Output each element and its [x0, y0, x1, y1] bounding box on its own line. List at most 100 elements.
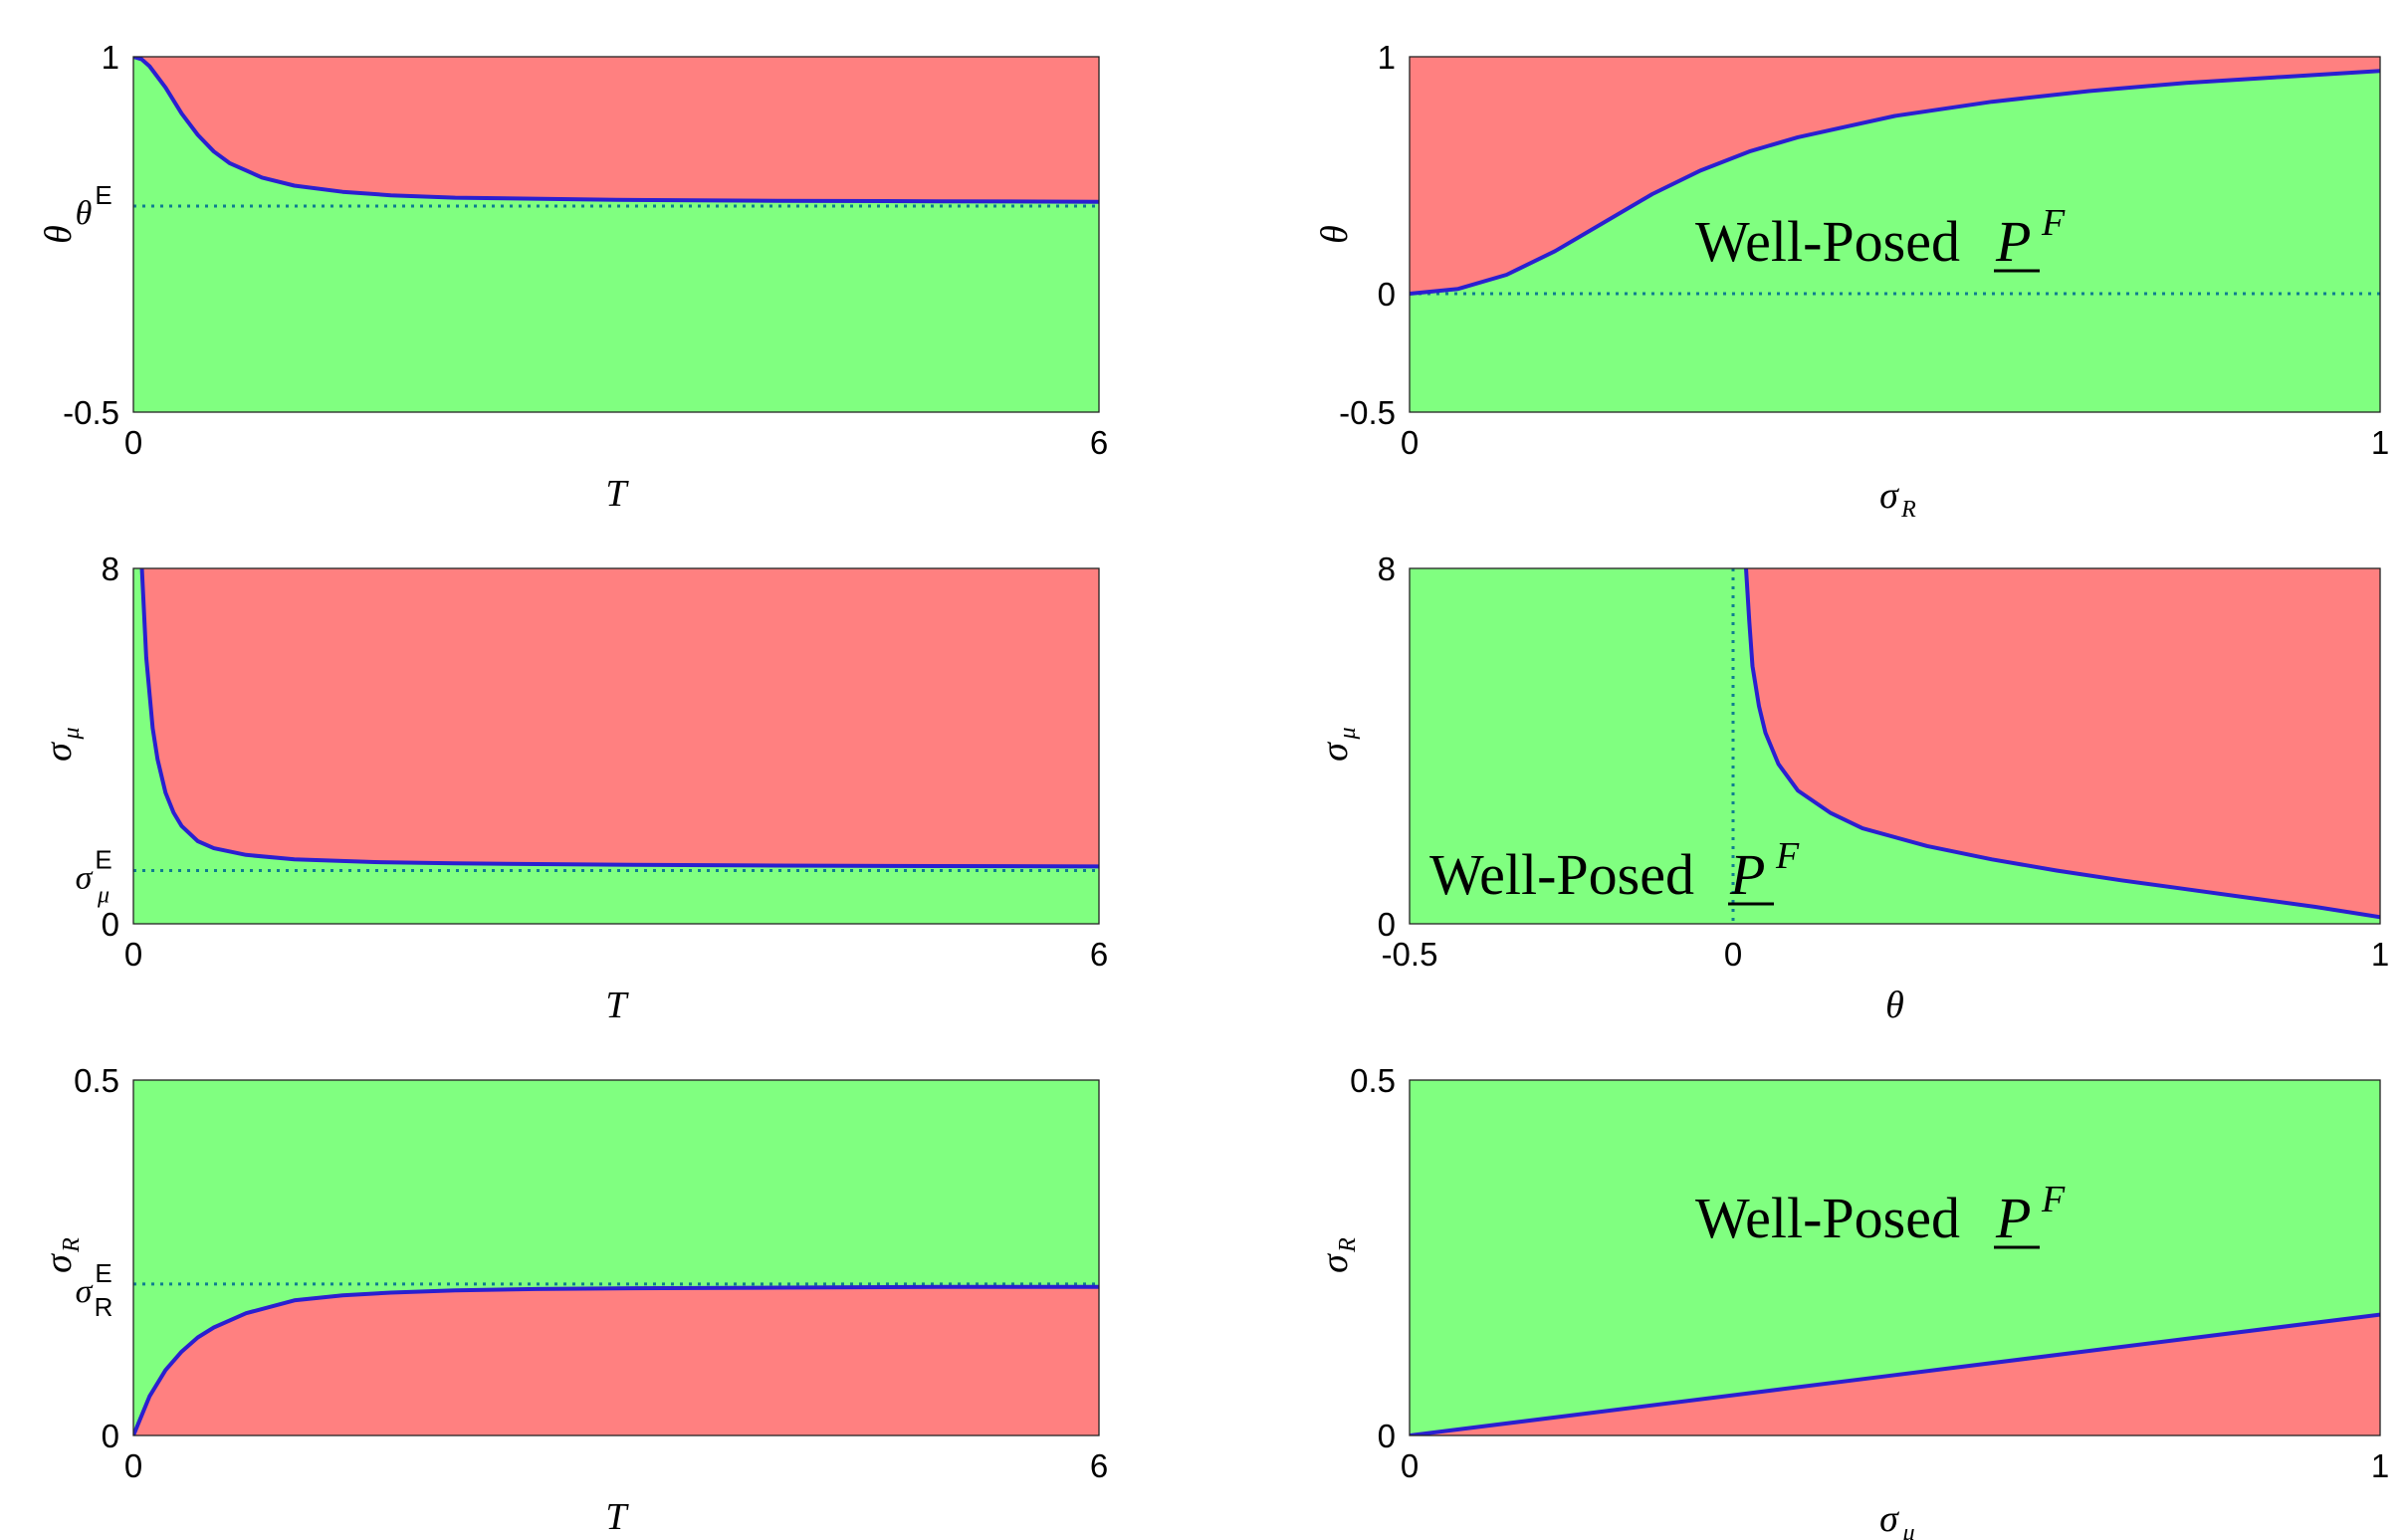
svg-text:P: P: [1995, 1186, 2031, 1250]
x-axis-label: T: [605, 1496, 629, 1538]
x-axis-label: T: [605, 473, 629, 515]
axes-frame: [132, 1079, 1100, 1436]
svg-text:T: T: [605, 985, 629, 1026]
svg-text:σ: σ: [1314, 1253, 1356, 1273]
svg-text:E: E: [95, 180, 111, 210]
svg-text:F: F: [1775, 835, 1800, 877]
y-tick-label: 0: [1378, 1418, 1396, 1454]
x-axis-label: θ: [1885, 985, 1904, 1026]
svg-text:T: T: [605, 1496, 629, 1538]
svg-text:T: T: [605, 473, 629, 515]
svg-text:F: F: [2041, 1179, 2066, 1220]
svg-text:R: R: [59, 1237, 85, 1253]
y-axis-label: σR: [1314, 1237, 1361, 1273]
panel-6: 0 100.5σ μσR Well-Posed P F: [1314, 1062, 2389, 1540]
y-tick-label: 0: [102, 1418, 119, 1454]
y-tick-label: -0.5: [1339, 394, 1396, 431]
svg-text:μ: μ: [1901, 1520, 1914, 1540]
x-tick-label: 6: [1090, 936, 1108, 973]
y-axis-label: θ: [1314, 225, 1356, 244]
svg-text:R: R: [1900, 497, 1916, 523]
region-ill-posed: [1746, 568, 2380, 918]
y-tick-label: 1: [1378, 39, 1396, 76]
y-tick-label: 0: [102, 906, 119, 943]
svg-text:μ: μ: [97, 882, 109, 908]
svg-text:μ: μ: [59, 727, 85, 740]
boundary-curve: [1410, 1312, 2380, 1435]
boundary-curve: [133, 1284, 1099, 1435]
svg-text:σ: σ: [76, 1273, 94, 1310]
svg-text:P: P: [1729, 842, 1765, 907]
x-tick-label: 1: [2371, 1447, 2389, 1484]
svg-text:σ: σ: [1879, 475, 1899, 517]
axes-frame: [1409, 567, 2381, 925]
svg-text:R: R: [95, 1292, 113, 1322]
y-axis-label: θ: [38, 225, 80, 244]
y-tick-label: 0: [1378, 906, 1396, 943]
x-tick-label: -0.5: [1382, 936, 1438, 973]
boundary-curve: [1744, 568, 2380, 920]
svg-text:F: F: [2041, 202, 2066, 244]
svg-text:Well-Posed: Well-Posed: [1695, 1186, 1960, 1250]
well-posed-annotation: Well-Posed P F: [1695, 202, 2066, 274]
boundary-curve: [139, 568, 1099, 869]
well-posed-annotation: Well-Posed P F: [1695, 1179, 2066, 1250]
x-tick-label: 0: [124, 936, 142, 973]
svg-text:σ: σ: [76, 859, 94, 896]
region-well-posed: [133, 1080, 1099, 1435]
svg-text:θ: θ: [38, 225, 80, 244]
svg-text:E: E: [95, 844, 111, 874]
reference-label: σ Eμ: [76, 844, 112, 908]
y-tick-label: 0: [1378, 276, 1396, 313]
x-tick-label: 0: [1401, 424, 1419, 461]
svg-text:σ: σ: [1314, 742, 1356, 762]
svg-text:σ: σ: [38, 742, 80, 762]
x-tick-label: 6: [1090, 424, 1108, 461]
x-tick-label: 0: [1724, 936, 1742, 973]
svg-text:μ: μ: [1335, 727, 1361, 740]
axes-frame: [132, 56, 1100, 413]
y-axis-label: σμ: [38, 727, 85, 761]
reference-label: σ ER: [76, 1258, 113, 1322]
svg-text:P: P: [1995, 209, 2031, 274]
y-tick-label: -0.5: [63, 394, 119, 431]
svg-text:σ: σ: [38, 1253, 80, 1273]
x-tick-label: 6: [1090, 1447, 1108, 1484]
well-posed-annotation: Well-Posed P F: [1429, 835, 1800, 907]
y-tick-label: 8: [1378, 550, 1396, 587]
region-well-posed: [1410, 1080, 2380, 1435]
y-tick-label: 0.5: [74, 1062, 119, 1099]
region-ill-posed: [133, 57, 1099, 202]
svg-text:θ: θ: [76, 195, 93, 232]
x-tick-label: 1: [2371, 936, 2389, 973]
region-ill-posed: [141, 568, 1099, 867]
region-ill-posed: [1410, 57, 2380, 294]
svg-text:Well-Posed: Well-Posed: [1429, 842, 1694, 907]
svg-text:θ: θ: [1885, 985, 1904, 1026]
x-tick-label: 0: [124, 1447, 142, 1484]
y-tick-label: 1: [102, 39, 119, 76]
axes-frame: [1409, 1079, 2381, 1436]
axes-frame: [132, 567, 1100, 925]
axes-frame: [1409, 56, 2381, 413]
svg-text:E: E: [95, 1258, 111, 1288]
svg-text:R: R: [1335, 1237, 1361, 1253]
y-axis-label: σR: [38, 1237, 85, 1273]
y-tick-label: 0.5: [1350, 1062, 1396, 1099]
svg-text:Well-Posed: Well-Posed: [1695, 209, 1960, 274]
y-tick-label: 8: [102, 550, 119, 587]
boundary-curve: [133, 57, 1099, 204]
x-tick-label: 0: [124, 424, 142, 461]
y-axis-label: σμ: [1314, 727, 1361, 761]
svg-text:σ: σ: [1879, 1498, 1899, 1540]
x-tick-label: 1: [2371, 424, 2389, 461]
panel-1: 0 6 -0.5 1 θ E Tθ: [38, 39, 1108, 515]
boundary-curve: [1410, 69, 2380, 296]
